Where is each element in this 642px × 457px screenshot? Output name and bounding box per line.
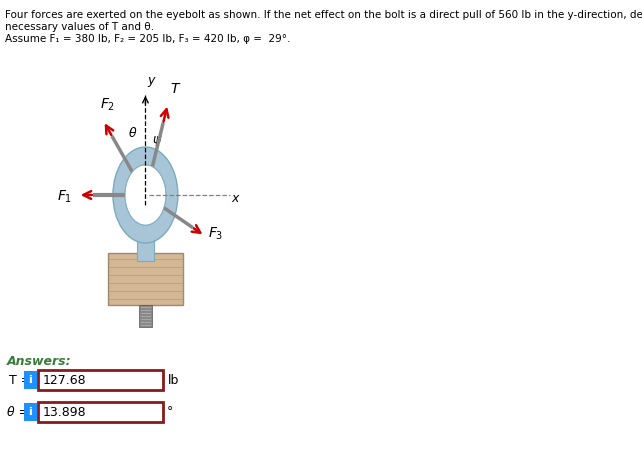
Wedge shape xyxy=(113,147,178,243)
Bar xyxy=(139,305,152,327)
Text: $F_3$: $F_3$ xyxy=(207,226,223,242)
Text: θ =: θ = xyxy=(7,405,29,419)
Text: $\psi$: $\psi$ xyxy=(152,134,162,148)
Bar xyxy=(24,403,37,421)
Text: $F_1$: $F_1$ xyxy=(56,189,72,205)
Text: $F_2$: $F_2$ xyxy=(100,96,115,113)
Bar xyxy=(137,227,154,261)
Text: $\phi$: $\phi$ xyxy=(160,201,170,218)
Text: lb: lb xyxy=(168,373,179,387)
Text: y: y xyxy=(148,74,155,87)
Text: i: i xyxy=(28,375,32,385)
Text: T =: T = xyxy=(10,373,32,387)
FancyBboxPatch shape xyxy=(38,370,163,390)
FancyBboxPatch shape xyxy=(38,402,163,422)
Text: i: i xyxy=(28,407,32,417)
Text: 127.68: 127.68 xyxy=(42,373,86,387)
Text: $\theta$: $\theta$ xyxy=(128,126,137,140)
Text: Assume F₁ = 380 lb, F₂ = 205 lb, F₃ = 420 lb, φ =  29°.: Assume F₁ = 380 lb, F₂ = 205 lb, F₃ = 42… xyxy=(5,34,291,44)
Text: 13.898: 13.898 xyxy=(42,405,86,419)
Text: $T$: $T$ xyxy=(170,82,181,96)
Text: necessary values of T and θ.: necessary values of T and θ. xyxy=(5,22,155,32)
Text: x: x xyxy=(231,191,239,204)
Bar xyxy=(108,253,182,305)
Bar xyxy=(24,371,37,389)
Text: Answers:: Answers: xyxy=(7,355,71,368)
Text: °: ° xyxy=(166,405,173,419)
Circle shape xyxy=(125,165,166,225)
Text: Four forces are exerted on the eyebolt as shown. If the net effect on the bolt i: Four forces are exerted on the eyebolt a… xyxy=(5,10,642,20)
